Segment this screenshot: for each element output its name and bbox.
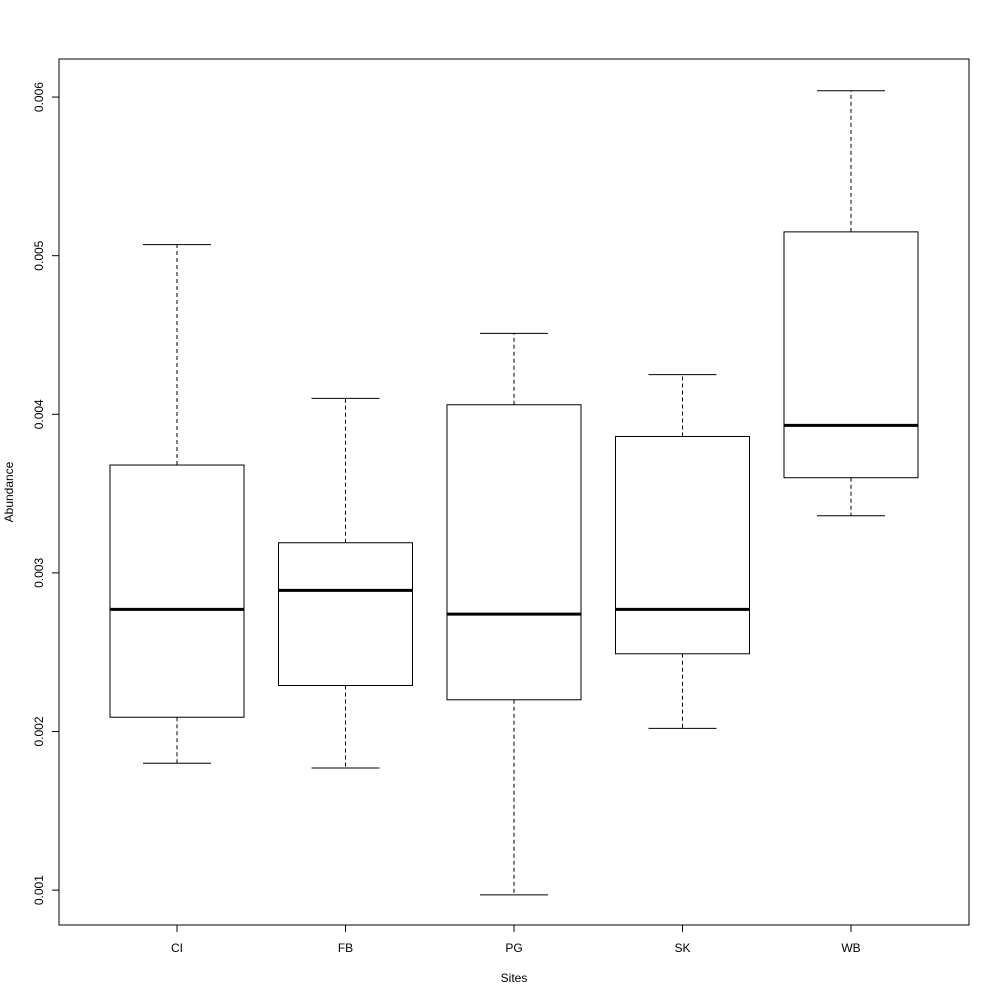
box [278, 542, 413, 687]
y-axis-label: Abundance [2, 461, 16, 522]
x-tick-label: FB [338, 941, 353, 955]
x-tick-label: CI [171, 941, 183, 955]
y-tick-label: 0.006 [32, 82, 46, 112]
x-axis-label: Sites [501, 971, 528, 985]
x-tick-label: SK [674, 941, 690, 955]
box [446, 404, 582, 701]
box [783, 231, 919, 479]
box [615, 435, 750, 655]
x-tick-label: PG [505, 941, 522, 955]
y-tick-label: 0.001 [32, 875, 46, 905]
x-tick-label: WB [841, 941, 860, 955]
y-tick-label: 0.002 [32, 716, 46, 746]
y-tick-label: 0.005 [32, 240, 46, 270]
y-tick-label: 0.004 [32, 399, 46, 429]
y-tick-label: 0.003 [32, 558, 46, 588]
box [109, 464, 245, 718]
